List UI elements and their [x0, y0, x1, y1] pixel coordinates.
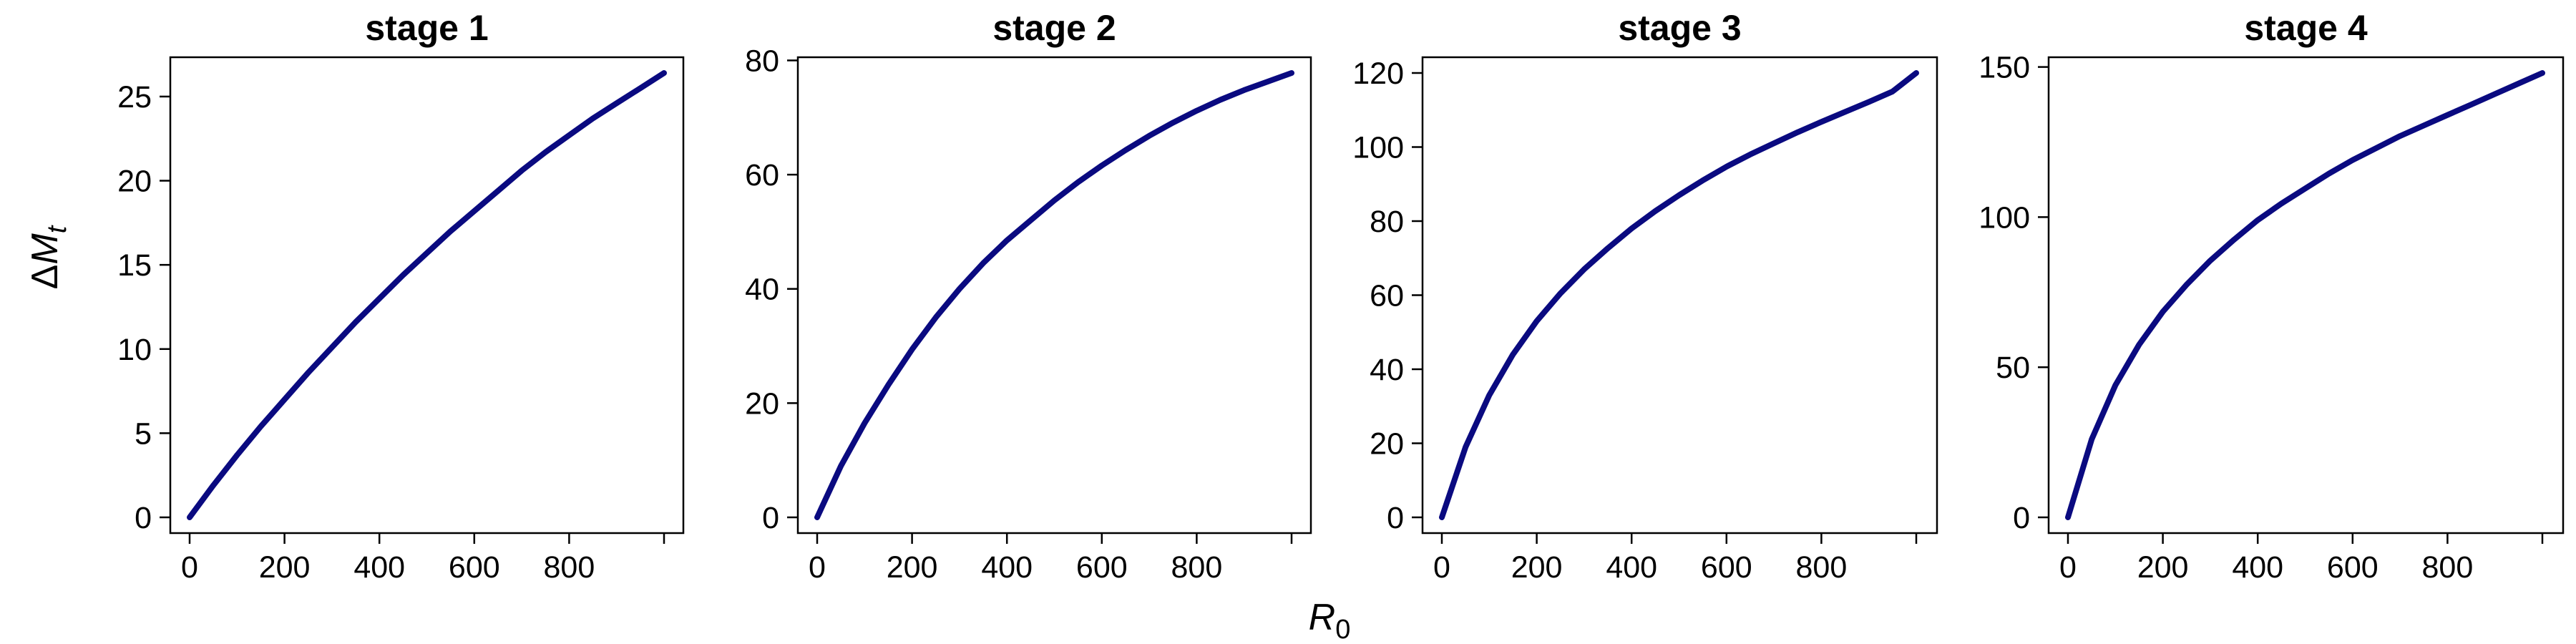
- y-tick-label: 5: [135, 416, 152, 451]
- x-tick-label: 200: [2137, 550, 2189, 585]
- y-tick-label: 0: [762, 501, 779, 535]
- x-tick-label: 800: [1171, 550, 1223, 585]
- panel-3: stage 3 0 200 400 600 800 0 20 40 60 80 100 120: [1352, 8, 1938, 585]
- y-tick-label: 120: [1352, 57, 1404, 91]
- x-tick-label: 0: [2059, 550, 2077, 585]
- series-line: [814, 70, 1294, 520]
- x-tick-label: 600: [1701, 550, 1752, 585]
- x-tick-label: 600: [1076, 550, 1128, 585]
- y-tick-label: 60: [745, 158, 779, 192]
- y-tick-label: 40: [1370, 353, 1404, 387]
- y-tick-label: 100: [1979, 200, 2030, 235]
- x-axis-label: R0: [1309, 597, 1351, 644]
- y-tick-label: 0: [135, 501, 152, 535]
- x-tick-label: 200: [1511, 550, 1563, 585]
- y-tick-label: 20: [1370, 427, 1404, 462]
- y-tick-label: 20: [745, 386, 779, 421]
- x-tick-label: 800: [1796, 550, 1848, 585]
- panel-title: stage 3: [1618, 8, 1741, 48]
- x-tick-label: 200: [887, 550, 938, 585]
- x-tick-label: 400: [2232, 550, 2283, 585]
- x-tick-label: 600: [2327, 550, 2379, 585]
- y-tick-label: 25: [117, 80, 152, 114]
- y-tick-label: 80: [745, 44, 779, 78]
- y-tick-label: 15: [117, 248, 152, 283]
- x-tick-label: 400: [981, 550, 1033, 585]
- panel-title: stage 2: [992, 8, 1116, 48]
- y-tick-label: 10: [117, 333, 152, 367]
- y-tick-label: 40: [745, 273, 779, 307]
- y-tick-label: 0: [1387, 501, 1404, 535]
- plot-frame: [2047, 56, 2565, 535]
- y-tick-label: 100: [1352, 131, 1404, 165]
- panel-title: stage 4: [2244, 8, 2368, 48]
- y-tick-label: 80: [1370, 205, 1404, 239]
- series-line: [187, 70, 667, 520]
- x-tick-label: 0: [1433, 550, 1450, 585]
- panel-4: stage 4 0 200 400 600 800 0 50 100 150: [1979, 8, 2565, 585]
- x-tick-label: 400: [353, 550, 405, 585]
- x-tick-label: 400: [1606, 550, 1657, 585]
- series-line: [2065, 70, 2545, 520]
- y-tick-label: 50: [1996, 351, 2030, 385]
- y-tick-label: 60: [1370, 279, 1404, 313]
- y-tick-label: 150: [1979, 51, 2030, 85]
- x-tick-label: 200: [259, 550, 311, 585]
- x-tick-label: 800: [544, 550, 595, 585]
- x-tick-label: 0: [181, 550, 198, 585]
- y-tick-label: 0: [2013, 501, 2030, 535]
- plot-frame: [796, 56, 1312, 535]
- panel-1: stage 1 0 200 400 600 800 0 5 10 15 20 25: [117, 8, 685, 585]
- y-tick-label: 20: [117, 165, 152, 199]
- x-tick-label: 800: [2422, 550, 2474, 585]
- plot-frame: [169, 56, 685, 535]
- x-tick-label: 0: [809, 550, 826, 585]
- x-tick-label: 600: [449, 550, 500, 585]
- series-line: [1439, 70, 1919, 520]
- panel-2: stage 2 0 200 400 600 800 0 20 40 60 80: [745, 8, 1312, 585]
- y-axis-label: ΔMt: [24, 225, 72, 289]
- panel-title: stage 1: [365, 8, 488, 48]
- plot-frame: [1421, 56, 1938, 535]
